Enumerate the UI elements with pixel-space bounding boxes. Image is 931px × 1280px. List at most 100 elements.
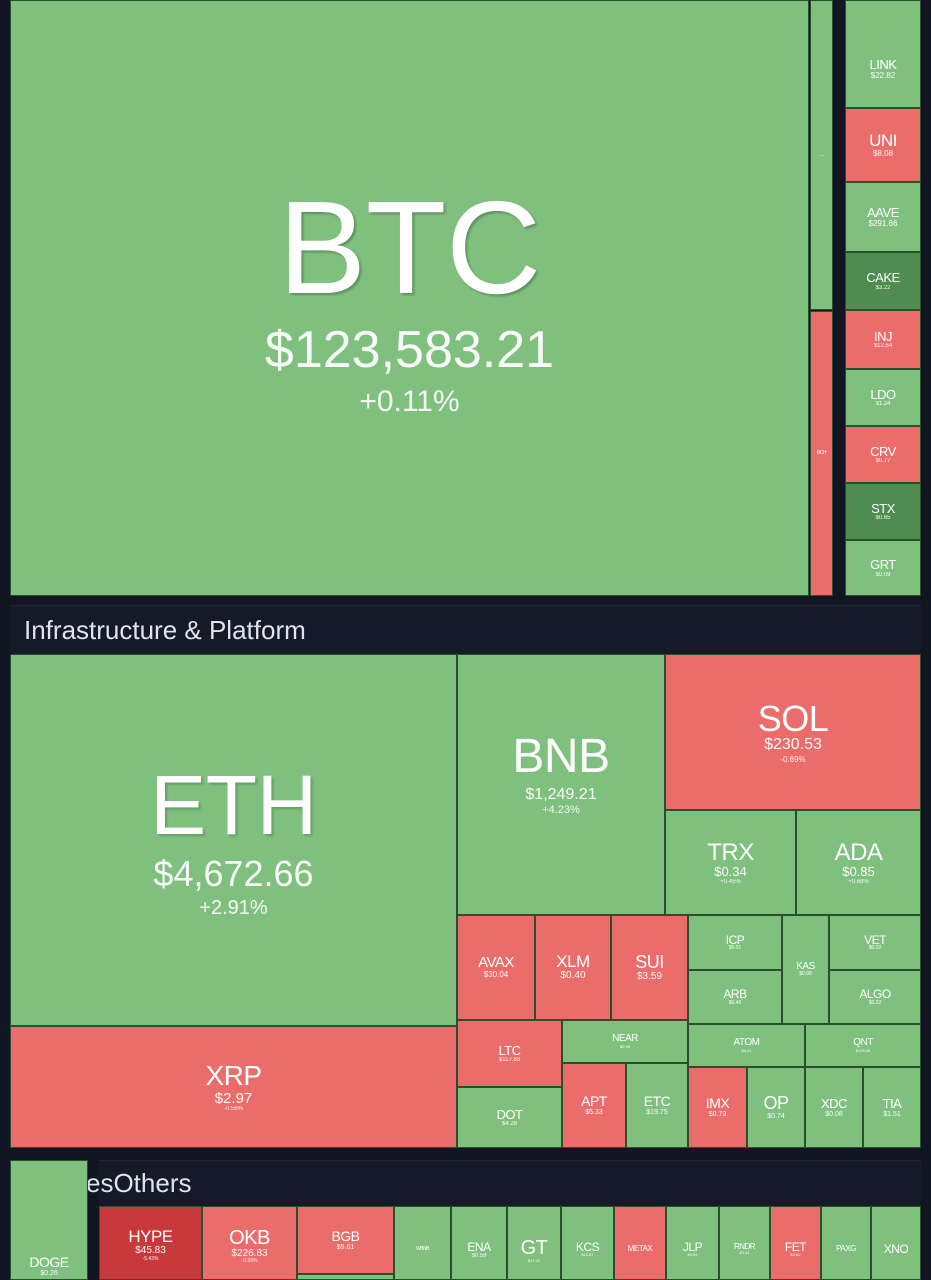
tile-inj[interactable]: INJ $12.64 (845, 310, 921, 369)
tile-symbol: ARB (723, 987, 747, 1002)
tile-price: $0.62 (790, 1252, 801, 1258)
tile-bgb-below[interactable] (297, 1274, 394, 1280)
tile-price: $226.83 (231, 1247, 268, 1259)
tile-ldo[interactable]: LDO $1.24 (845, 369, 921, 426)
tile-metax[interactable]: METAX (614, 1206, 666, 1280)
tile-paxg[interactable]: PAXG (821, 1206, 871, 1280)
tile-price: $1.24 (875, 401, 891, 408)
tile-okb[interactable]: OKB $226.83 -0.99% (202, 1206, 297, 1280)
tile-price: $0.65 (875, 515, 891, 522)
tile-symbol: PAXG (836, 1243, 856, 1253)
tile-change: +0.68% (848, 878, 869, 885)
tile-thin-bottom[interactable]: BCH (810, 311, 833, 596)
tile-price: $0.40 (560, 970, 586, 982)
tile-price: $19.75 (646, 1109, 668, 1117)
tile-aave[interactable]: AAVE $291.66 (845, 182, 921, 252)
tile-price: $5.01 (728, 945, 742, 952)
tile-apt[interactable]: APT $5.33 (562, 1063, 626, 1148)
tile-arb[interactable]: ARB $0.46 (688, 970, 782, 1024)
tile-price: $14.87 (581, 1252, 594, 1258)
tile-price: $3.34 (739, 1250, 750, 1256)
tile-symbol: UNI (869, 130, 897, 150)
tile-thin-top[interactable]: — (810, 0, 833, 310)
tile-jlp[interactable]: JLP $5.65 (666, 1206, 719, 1280)
tile-op[interactable]: OP $0.74 (747, 1067, 805, 1148)
tile-btc[interactable]: BTC $123,583.21 +0.11% (10, 0, 809, 596)
tile-avax[interactable]: AVAX $30.04 (457, 915, 535, 1020)
tile-symbol: STX (871, 500, 895, 516)
tile-trx[interactable]: TRX $0.34 +0.45% (665, 810, 796, 915)
tile-kas[interactable]: KAS $0.08 (782, 915, 829, 1024)
tile-price: $291.66 (868, 218, 898, 228)
tile-xno[interactable]: XNO (871, 1206, 921, 1280)
tile-doge[interactable]: DOGE $0.26 (10, 1160, 88, 1280)
tile-symbol: BGB (331, 1227, 360, 1244)
tile-price: $0.22 (868, 999, 882, 1006)
tile-sol[interactable]: SOL $230.53 -0.69% (665, 654, 921, 810)
tile-symbol: APT (581, 1093, 607, 1110)
tile-price: $12.64 (873, 343, 893, 350)
tile-bgb[interactable]: BGB $5.61 (297, 1206, 394, 1274)
tile-symbol: BNB (512, 730, 610, 784)
tile-etc[interactable]: ETC $19.75 (626, 1063, 688, 1148)
tile-price: $117.63 (498, 1057, 521, 1064)
tile-tia[interactable]: TIA $1.51 (863, 1067, 921, 1148)
tile-rndr[interactable]: RNDR $3.34 (719, 1206, 770, 1280)
tile-ltc[interactable]: LTC $117.63 (457, 1020, 562, 1087)
tile-price: $1.51 (883, 1110, 901, 1118)
tile-price: $8.08 (872, 148, 894, 158)
tile-symbol: ETC (643, 1093, 671, 1110)
tile-symbol: HYPE (128, 1227, 173, 1247)
tile-symbol: XNO (883, 1241, 909, 1256)
tile-symbol: NEAR (612, 1033, 638, 1045)
tile-symbol: ICP (725, 932, 745, 947)
tile-symbol: LTC (498, 1042, 521, 1058)
tile-hype[interactable]: HYPE $45.83 -5.43% (99, 1206, 202, 1280)
tile-link[interactable]: LINK $22.82 (845, 0, 921, 108)
tile-price: $0.26 (40, 1269, 58, 1277)
tile-kcs[interactable]: KCS $14.87 (561, 1206, 614, 1280)
tile-eth[interactable]: ETH $4,672.66 +2.91% (10, 654, 457, 1026)
tile-uni[interactable]: UNI $8.08 (845, 108, 921, 182)
tile-icp[interactable]: ICP $5.01 (688, 915, 782, 970)
tile-symbol: KAS (796, 960, 815, 972)
tile-algo[interactable]: ALGO $0.22 (829, 970, 921, 1024)
tile-stx[interactable]: STX $0.65 (845, 483, 921, 540)
tile-symbol: — (819, 151, 824, 157)
tile-imx[interactable]: IMX $0.73 (688, 1067, 747, 1148)
tile-ada[interactable]: ADA $0.85 +0.68% (796, 810, 921, 915)
tile-symbol: QNT (853, 1037, 873, 1049)
tile-price: $1,249.21 (525, 785, 597, 803)
tile-vet[interactable]: VET $0.02 (829, 915, 921, 970)
tile-grt[interactable]: GRT $0.09 (845, 540, 921, 596)
tile-symbol: GT (520, 1237, 548, 1260)
tile-xrp[interactable]: XRP $2.97 -0.56% (10, 1026, 457, 1148)
tile-symbol: OP (763, 1093, 789, 1114)
group-title-others: esOthers (86, 1168, 192, 1198)
tile-symbol: BTC (278, 173, 541, 321)
tile-xlm[interactable]: XLM $0.40 (535, 915, 611, 1020)
tile-small1[interactable]: WBNB (394, 1206, 451, 1280)
tile-change: -5.43% (142, 1255, 159, 1262)
tile-price: $5.33 (585, 1109, 603, 1117)
tile-ena[interactable]: ENA $0.59 (451, 1206, 507, 1280)
tile-fet[interactable]: FET $0.62 (770, 1206, 821, 1280)
tile-price: $3.22 (875, 284, 891, 291)
tile-crv[interactable]: CRV $0.77 (845, 426, 921, 483)
tile-price: $0.08 (799, 971, 812, 978)
tile-gt[interactable]: GT $17.22 (507, 1206, 561, 1280)
tile-sui[interactable]: SUI $3.59 (611, 915, 688, 1020)
tile-dot[interactable]: DOT $4.28 (457, 1087, 562, 1148)
tile-qnt[interactable]: QNT $105.46 (805, 1024, 921, 1067)
tile-near[interactable]: NEAR $2.98 (562, 1020, 688, 1063)
tile-atom[interactable]: ATOM $4.21 (688, 1024, 805, 1067)
tile-symbol: XDC (821, 1096, 847, 1111)
tile-price: $30.04 (483, 970, 509, 980)
tile-symbol: CAKE (866, 270, 900, 286)
tile-bnb[interactable]: BNB $1,249.21 +4.23% (457, 654, 665, 915)
tile-xdc[interactable]: XDC $0.08 (805, 1067, 863, 1148)
tile-price: $105.46 (855, 1047, 871, 1053)
tile-symbol: LDO (870, 386, 896, 402)
tile-cake[interactable]: CAKE $3.22 (845, 252, 921, 310)
tile-symbol: ENA (467, 1239, 491, 1254)
